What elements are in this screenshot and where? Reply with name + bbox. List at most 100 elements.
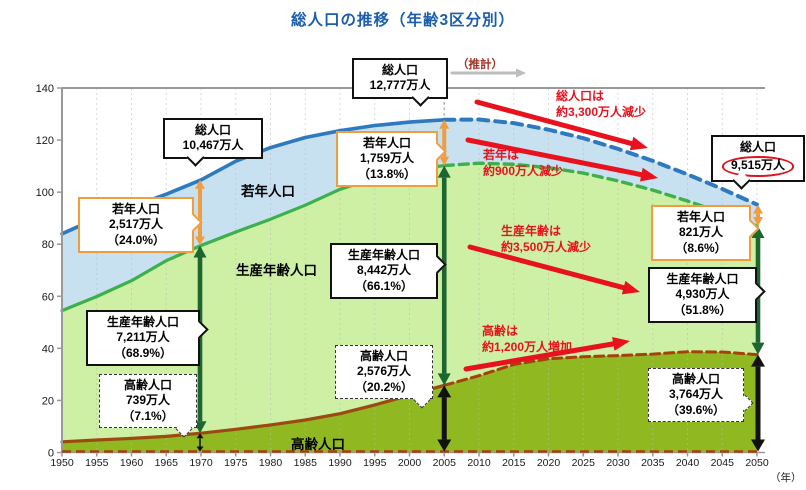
x-axis-tick-label: 2025: [572, 457, 596, 469]
red-highlight-ellipse: 9,515万人: [721, 156, 795, 177]
callout-working-2050-value: 4,930万人: [675, 287, 730, 302]
callout-working-2005: 生産年齢人口 8,442万人 （66.1%）: [330, 243, 447, 300]
x-axis-tick-label: 2000: [398, 457, 422, 469]
x-axis-tick-label: 2015: [502, 457, 526, 469]
red-change-arrows: [463, 99, 658, 372]
x-axis-tick-label: 2050: [745, 457, 769, 469]
y-axis-tick-label: 80: [42, 239, 54, 251]
note-total-decline: 総人口は 約3,300万人減少: [556, 89, 646, 120]
x-axis-tick-label: 2045: [711, 457, 735, 469]
callout-elderly-2005-value: 2,576万人: [356, 364, 412, 379]
elderly-line-projection: [442, 350, 759, 387]
y-axis-tick-label: 120: [36, 135, 54, 147]
callout-young-2050-pct: （8.6%）: [675, 240, 727, 255]
callout-working-1970-title: 生産年齢人口: [106, 315, 179, 329]
young-area: [62, 119, 757, 311]
note-young-decline-line2: 約900万人減少: [483, 163, 564, 178]
x-axis-tick-label: 2035: [641, 457, 665, 469]
callout-elderly-2050-title: 高齢人口: [671, 372, 720, 386]
callout-total-2005-title: 総人口: [381, 63, 418, 77]
callout-working-1970: 生産年齢人口 7,211万人 （68.9%）: [86, 310, 209, 367]
callout-working-2050-title: 生産年齢人口: [666, 272, 739, 286]
note-total-decline-line2: 約3,300万人減少: [556, 104, 647, 119]
callout-working-2005-pct: （66.1%）: [354, 278, 414, 293]
projection-arrow: [450, 68, 526, 78]
x-axis-tick-label: 1975: [224, 457, 248, 469]
callout-working-2005-value: 8,442万人: [356, 263, 412, 278]
x-axis-tick-label: 1965: [155, 457, 179, 469]
x-axis-tick-label: 2030: [606, 457, 630, 469]
x-axis-tick-label: 1990: [328, 457, 352, 469]
y-axis-tick-label: 60: [42, 291, 54, 303]
callout-working-2005-title: 生産年齢人口: [347, 248, 420, 262]
callout-elderly-2050-value: 3,764万人: [668, 387, 724, 402]
callout-total-2050: 総人口 9,515万人: [711, 135, 805, 190]
note-elderly-increase: 高齢は 約1,200万人増加: [482, 324, 572, 355]
area-label-young: 若年人口: [241, 184, 295, 199]
callout-total-2005-value: 12,777万人: [369, 78, 431, 93]
area-label-working-age: 生産年齢人口: [236, 263, 317, 278]
callout-young-1970-pct: （24.0%）: [106, 232, 166, 247]
x-axis-tick-label: 1960: [120, 457, 144, 469]
callout-total-2050-value: 9,515万人: [730, 158, 786, 173]
y-axis-tick-label: 140: [36, 83, 54, 95]
note-working-decline-line2: 約3,500万人減少: [501, 239, 592, 254]
x-axis-tick-label: 1995: [363, 457, 387, 469]
x-axis-unit-label: （年）: [770, 471, 802, 484]
x-axis-tick-label: 2005: [433, 457, 457, 469]
x-axis-tick-label: 1955: [85, 457, 109, 469]
callout-elderly-2005-pct: （20.2%）: [354, 379, 414, 394]
projection-note-label: （推計）: [457, 59, 503, 71]
chart-title: 総人口の推移（年齢3区分別）: [290, 12, 516, 29]
callout-elderly-2005: 高齢人口 2,576万人 （20.2%）: [335, 345, 433, 409]
x-axis-tick-label: 2040: [676, 457, 700, 469]
callout-elderly-2005-title: 高齢人口: [359, 349, 408, 363]
callout-young-1970-value: 2,517万人: [108, 217, 164, 232]
note-young-decline: 若年は 約900万人減少: [483, 148, 563, 179]
callout-working-1970-value: 7,211万人: [116, 330, 170, 345]
x-axis-tick-label: 1980: [259, 457, 283, 469]
note-young-decline-line1: 若年は: [483, 148, 520, 162]
elderly-line-actual: [60, 383, 446, 444]
callout-young-2005-pct: （13.8%）: [357, 166, 417, 181]
area-label-elderly: 高齢人口: [291, 437, 345, 452]
callout-working-2050: 生産年齢人口 4,930万人 （51.8%）: [648, 267, 766, 324]
callout-young-2005-title: 若年人口: [362, 136, 411, 150]
x-axis-tick-label: 2010: [467, 457, 491, 469]
callout-young-2050: 若年人口 821万人 （8.6%）: [651, 205, 760, 262]
note-working-decline: 生産年齢は 約3,500万人減少: [501, 224, 591, 255]
callout-young-1970: 若年人口 2,517万人 （24.0%）: [78, 197, 203, 254]
x-axis-tick-label: 1950: [50, 457, 74, 469]
note-working-decline-line1: 生産年齢は: [501, 224, 562, 238]
callout-young-2005: 若年人口 1,759万人 （13.8%）: [336, 131, 447, 188]
callout-elderly-2050-pct: （39.6%）: [666, 402, 726, 417]
y-axis-tick-label: 20: [42, 395, 54, 407]
note-elderly-increase-line1: 高齢は: [482, 324, 519, 338]
elderly-area: [62, 351, 757, 453]
x-axis-tick-label: 2020: [537, 457, 561, 469]
callout-working-1970-pct: （68.9%）: [113, 345, 173, 360]
note-elderly-increase-line2: 約1,200万人増加: [482, 339, 573, 354]
callout-elderly-1970: 高齢人口 739万人 （7.1%）: [99, 374, 197, 438]
y-axis-tick-label: 100: [36, 187, 54, 199]
callout-working-2050-pct: （51.8%）: [673, 302, 732, 317]
callout-young-2005-value: 1,759万人: [359, 151, 415, 166]
working-age-line-projection: [442, 161, 759, 228]
callout-elderly-1970-value: 739万人: [125, 393, 171, 408]
callout-total-2050-value-wrap: 9,515万人: [717, 155, 799, 177]
callout-total-2050-title: 総人口: [739, 140, 776, 154]
callout-young-2050-title: 若年人口: [676, 210, 725, 224]
callout-elderly-1970-pct: （7.1%）: [122, 408, 174, 423]
callout-young-2050-value: 821万人: [678, 225, 724, 240]
x-axis-tick-label: 1970: [189, 457, 213, 469]
callout-total-1970-value: 10,467万人: [182, 138, 244, 153]
y-axis-tick-label: 0: [48, 448, 54, 460]
y-axis-tick-label: 40: [42, 343, 54, 355]
callout-total-1970-title: 総人口: [194, 123, 231, 137]
callout-elderly-1970-title: 高齢人口: [123, 378, 172, 392]
note-total-decline-line1: 総人口は: [556, 89, 605, 103]
callout-total-2005: 総人口 12,777万人: [352, 58, 448, 107]
callout-young-1970-title: 若年人口: [111, 202, 160, 216]
